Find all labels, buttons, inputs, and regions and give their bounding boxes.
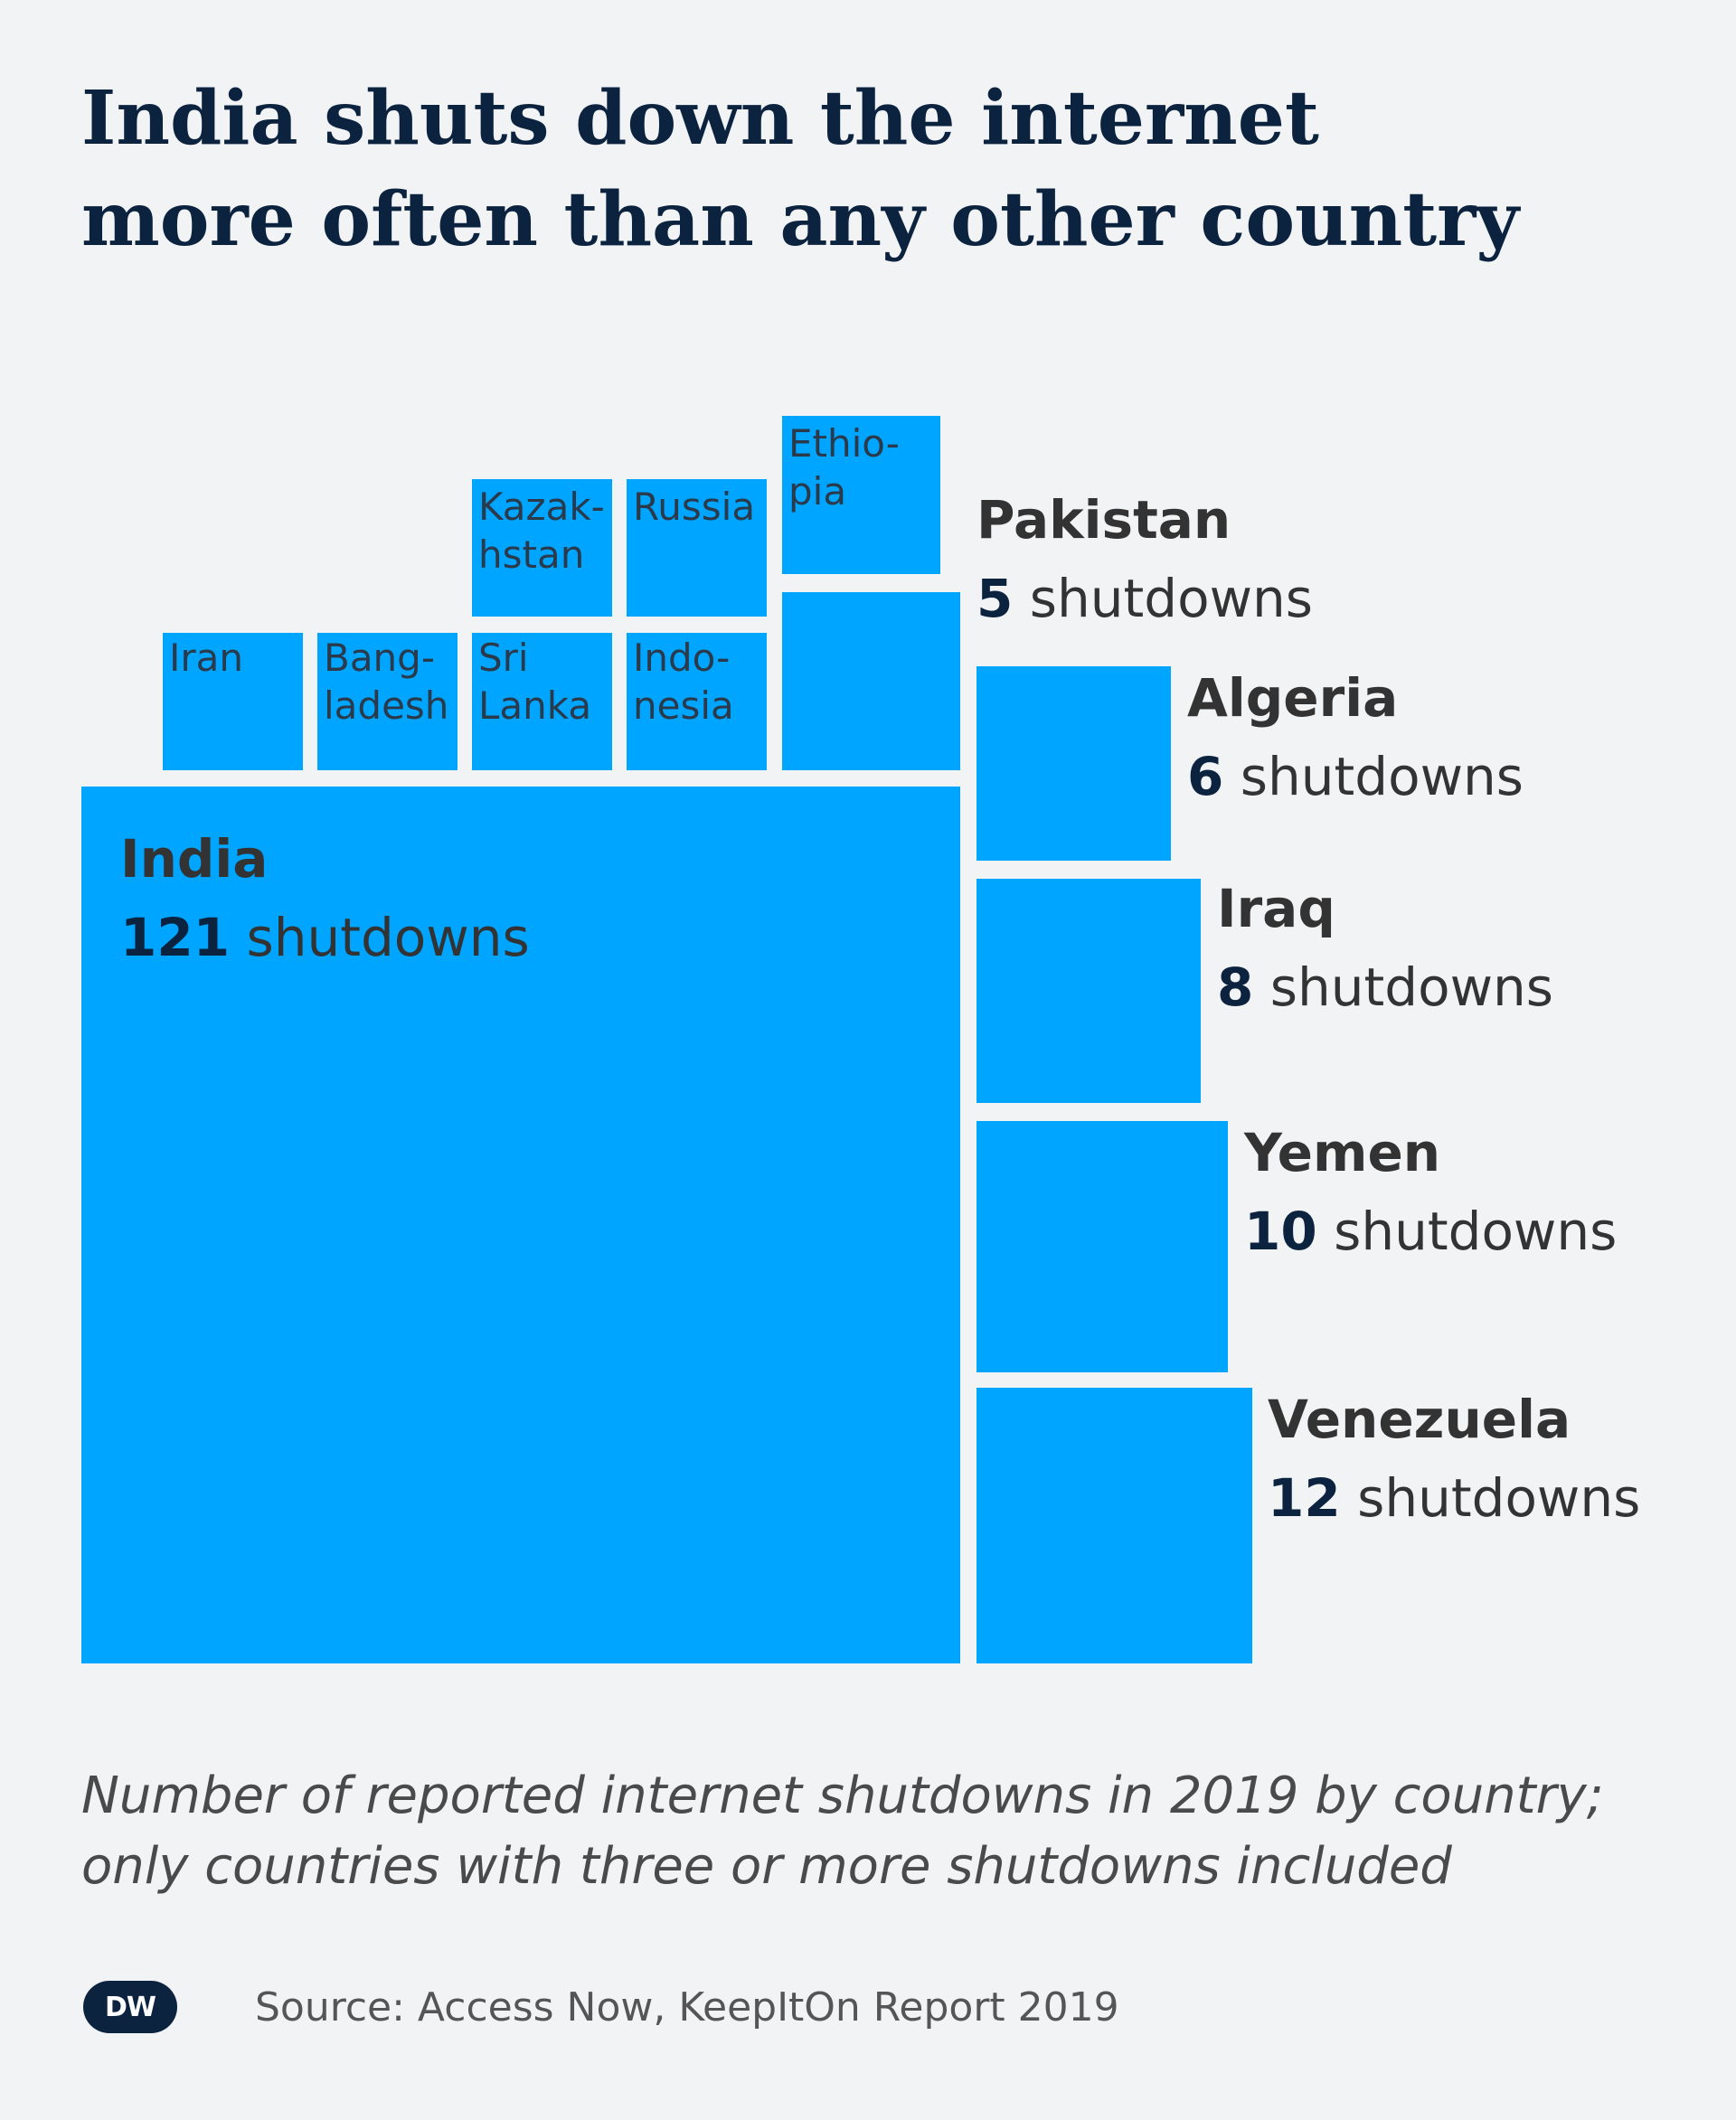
country-label-indonesia-line-2: nesia <box>633 683 734 728</box>
chart-subtitle: Number of reported internet shutdowns in… <box>81 1761 1604 1902</box>
country-label-russia-line-1: Russia <box>633 485 755 529</box>
shutdown-count-pakistan: 5 shutdowns <box>976 568 1313 629</box>
treemap-box-russia <box>627 479 767 617</box>
treemap-box-sri-lanka <box>472 633 612 770</box>
shutdown-unit-pakistan: shutdowns <box>1013 568 1313 629</box>
treemap-box-indonesia <box>627 633 767 770</box>
shutdown-value-iraq: 8 <box>1217 956 1253 1018</box>
shutdown-value-pakistan: 5 <box>976 568 1013 629</box>
treemap-box-iraq <box>976 879 1201 1103</box>
shutdown-count-yemen: 10 shutdowns <box>1244 1201 1617 1262</box>
chart-subtitle-line-1: Number of reported internet shutdowns in… <box>81 1767 1604 1825</box>
country-label-venezuela: Venezuela <box>1268 1389 1571 1450</box>
country-label-indonesia-line-1: Indo- <box>633 636 730 680</box>
country-label-ethiopia-line-1: Ethio- <box>788 421 900 466</box>
shutdown-unit-venezuela: shutdowns <box>1341 1467 1641 1529</box>
shutdown-count-iraq: 8 shutdowns <box>1217 956 1553 1018</box>
shutdown-value-india: 121 <box>120 907 230 968</box>
country-label-sri-lanka-line-2: Lanka <box>478 683 591 728</box>
country-label-kazakhstan-line-1: Kazak- <box>478 485 605 529</box>
shutdown-unit-iraq: shutdowns <box>1253 956 1553 1018</box>
treemap-box-algeria <box>976 666 1171 861</box>
country-label-sri-lanka-line-1: Sri <box>478 636 529 680</box>
treemap-box-bangladesh <box>317 633 458 770</box>
shutdown-unit-algeria: shutdowns <box>1223 746 1524 807</box>
shutdown-count-india: 121 shutdowns <box>120 907 530 968</box>
source-note: Source: Access Now, KeepItOn Report 2019 <box>255 1984 1119 2030</box>
country-label-india: India <box>120 828 268 890</box>
shutdown-value-venezuela: 12 <box>1268 1467 1341 1529</box>
chart-title: India shuts down the internet more often… <box>81 68 1673 270</box>
country-label-algeria: Algeria <box>1187 667 1398 729</box>
chart-title-line-2: more often than any other country <box>81 176 1519 263</box>
shutdown-value-algeria: 6 <box>1187 746 1223 807</box>
country-label-ethiopia-line-2: pia <box>788 469 846 514</box>
dw-logo: DW <box>83 1981 177 2033</box>
treemap-box-kazakhstan <box>472 479 612 617</box>
country-label-kazakhstan-line-2: hstan <box>478 532 584 577</box>
treemap-chart: India 121 shutdowns Venezuela 12 shutdowns Y… <box>81 416 1640 1663</box>
treemap-box-venezuela <box>976 1388 1252 1663</box>
treemap-box-iran <box>163 633 303 770</box>
shutdown-unit-yemen: shutdowns <box>1317 1201 1618 1262</box>
country-label-iran-line-1: Iran <box>169 636 243 680</box>
country-label-pakistan: Pakistan <box>976 489 1231 551</box>
treemap-box-pakistan <box>782 592 960 770</box>
dw-logo-text: DW <box>105 1991 156 2023</box>
shutdown-count-algeria: 6 shutdowns <box>1187 746 1524 807</box>
shutdown-value-yemen: 10 <box>1244 1201 1317 1262</box>
treemap-box-india <box>81 787 960 1663</box>
country-label-bangladesh-line-2: ladesh <box>324 683 448 728</box>
shutdown-unit-india: shutdowns <box>230 907 530 968</box>
treemap-box-yemen <box>976 1121 1228 1372</box>
chart-subtitle-line-2: only countries with three or more shutdo… <box>81 1837 1452 1896</box>
chart-title-line-1: India shuts down the internet <box>81 75 1319 162</box>
country-label-yemen: Yemen <box>1243 1122 1440 1183</box>
country-label-iraq: Iraq <box>1217 878 1335 939</box>
country-label-bangladesh-line-1: Bang- <box>324 636 435 680</box>
treemap-box-ethiopia <box>782 416 940 574</box>
shutdown-count-venezuela: 12 shutdowns <box>1268 1467 1640 1529</box>
